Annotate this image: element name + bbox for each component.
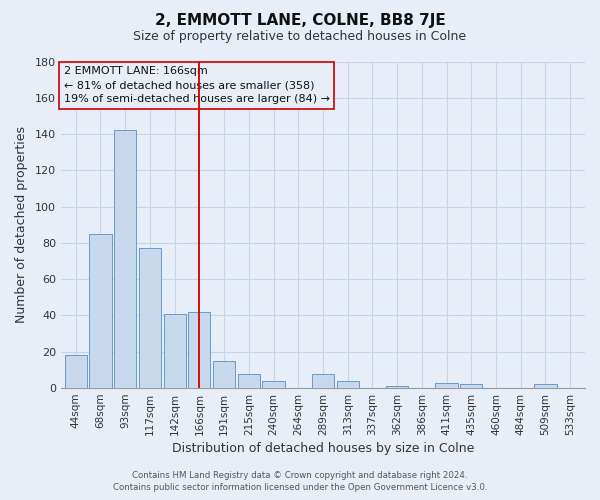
Bar [460,384,482,388]
Text: Contains HM Land Registry data © Crown copyright and database right 2024.
Contai: Contains HM Land Registry data © Crown c… [113,471,487,492]
Text: Size of property relative to detached houses in Colne: Size of property relative to detached ho… [133,30,467,43]
Bar [312,374,334,388]
Bar [262,381,284,388]
Bar [238,374,260,388]
X-axis label: Distribution of detached houses by size in Colne: Distribution of detached houses by size … [172,442,474,455]
Bar [213,361,235,388]
Bar [89,234,112,388]
Text: 2 EMMOTT LANE: 166sqm
← 81% of detached houses are smaller (358)
19% of semi-det: 2 EMMOTT LANE: 166sqm ← 81% of detached … [64,66,329,104]
Bar [535,384,557,388]
Bar [188,312,211,388]
Bar [164,314,186,388]
Bar [386,386,408,388]
Bar [436,382,458,388]
Bar [114,130,136,388]
Bar [139,248,161,388]
Y-axis label: Number of detached properties: Number of detached properties [15,126,28,324]
Bar [337,381,359,388]
Bar [65,356,87,388]
Text: 2, EMMOTT LANE, COLNE, BB8 7JE: 2, EMMOTT LANE, COLNE, BB8 7JE [155,12,445,28]
